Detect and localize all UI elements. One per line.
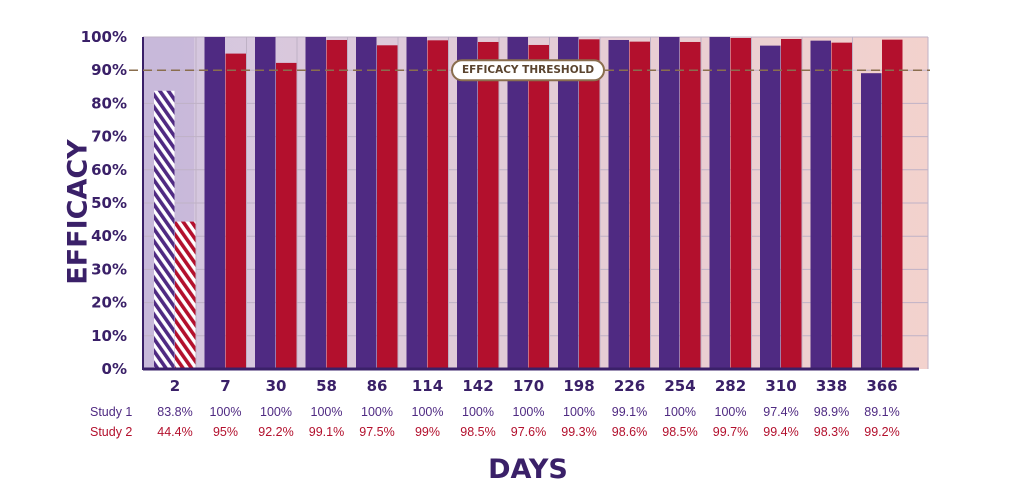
- bar-study-2-day-170: [528, 44, 549, 370]
- y-tick-labels: 0% 10% 20% 30% 40% 50% 60% 70% 80% 90% 100%: [81, 28, 127, 378]
- bar-study-1-day-282: [709, 37, 730, 369]
- value-study-1-day-282: 100%: [715, 405, 747, 419]
- x-tick-label-142: 142: [462, 377, 493, 395]
- bar-study-2-day-310: [781, 38, 802, 369]
- y-axis-title: EFFICACY: [63, 139, 94, 285]
- y-tick-label: 0%: [102, 360, 127, 378]
- value-study-1-day-30: 100%: [260, 405, 292, 419]
- bar-study-2-day-198: [579, 39, 600, 369]
- x-tick-label-2: 2: [170, 377, 180, 395]
- value-study-1-day-254: 100%: [664, 405, 696, 419]
- bar-study-1-day-142: [457, 37, 478, 369]
- value-study-1-day-170: 100%: [513, 405, 545, 419]
- bar-study-1-day-30: [255, 37, 276, 369]
- bar-study-2-day-366: [882, 39, 903, 369]
- y-tick-label: 20%: [91, 294, 127, 312]
- bar-study-1-day-170: [507, 37, 528, 369]
- value-study-2-day-2: 44.4%: [157, 425, 192, 439]
- bar-study-2-day-58: [326, 39, 347, 369]
- x-tick-label-338: 338: [816, 377, 847, 395]
- value-study-1-day-198: 100%: [563, 405, 595, 419]
- bar-study-1-day-338: [810, 40, 831, 369]
- bar-study-1-day-2: [154, 90, 175, 369]
- bar-study-2-day-30: [276, 62, 297, 370]
- x-tick-label-170: 170: [513, 377, 544, 395]
- value-study-2-day-86: 97.5%: [359, 425, 394, 439]
- y-tick-label: 10%: [91, 327, 127, 345]
- row-label-study-1: Study 1: [90, 405, 132, 419]
- value-study-2-day-254: 98.5%: [662, 425, 697, 439]
- x-tick-label-7: 7: [220, 377, 230, 395]
- value-study-2-day-142: 98.5%: [460, 425, 495, 439]
- value-study-1-day-2: 83.8%: [157, 405, 192, 419]
- x-tick-label-226: 226: [614, 377, 645, 395]
- bar-study-1-day-254: [659, 37, 680, 369]
- value-study-1-day-366: 89.1%: [864, 405, 899, 419]
- value-study-1-day-58: 100%: [311, 405, 343, 419]
- bar-study-2-day-254: [680, 41, 701, 369]
- value-study-1-day-142: 100%: [462, 405, 494, 419]
- bar-study-1-day-114: [406, 37, 427, 369]
- value-study-2-day-338: 98.3%: [814, 425, 849, 439]
- bar-study-2-day-282: [730, 37, 751, 369]
- bar-study-1-day-58: [305, 37, 326, 369]
- value-study-2-day-198: 99.3%: [561, 425, 596, 439]
- bar-study-2-day-86: [377, 45, 398, 370]
- bar-study-1-day-310: [760, 45, 781, 370]
- value-study-1-day-310: 97.4%: [763, 405, 798, 419]
- x-tick-label-86: 86: [367, 377, 388, 395]
- bar-study-2-day-338: [831, 42, 852, 369]
- x-tick-label-366: 366: [866, 377, 897, 395]
- x-tick-label-282: 282: [715, 377, 746, 395]
- threshold-label: EFFICACY THRESHOLD: [462, 64, 594, 76]
- value-study-2-day-30: 92.2%: [258, 425, 293, 439]
- bars: [154, 37, 903, 370]
- bar-study-2-day-7: [225, 53, 246, 369]
- bar-study-1-day-7: [204, 37, 225, 369]
- x-tick-label-198: 198: [563, 377, 594, 395]
- x-tick-label-310: 310: [765, 377, 796, 395]
- data-label-rows: 83.8% 100% 100% 100% 100% 100% 100% 100% 100% 99.…: [157, 405, 899, 439]
- x-tick-labels: 2 7 30 58 86 114 142 170 198 226 254 282 310 338 366: [170, 377, 898, 395]
- value-study-2-day-170: 97.6%: [511, 425, 546, 439]
- bar-study-2-day-2: [175, 221, 196, 369]
- value-study-1-day-226: 99.1%: [612, 405, 647, 419]
- bar-study-2-day-114: [427, 40, 448, 369]
- bar-study-2-day-226: [629, 41, 650, 369]
- y-tick-label: 70%: [91, 128, 127, 146]
- value-study-1-day-114: 100%: [412, 405, 444, 419]
- x-tick-label-114: 114: [412, 377, 443, 395]
- x-axis-title: DAYS: [488, 454, 568, 485]
- bar-study-1-day-86: [356, 37, 377, 369]
- value-study-1-day-86: 100%: [361, 405, 393, 419]
- y-tick-label: 100%: [81, 28, 127, 46]
- bar-study-1-day-366: [861, 73, 882, 370]
- value-study-2-day-226: 98.6%: [612, 425, 647, 439]
- value-study-2-day-58: 99.1%: [309, 425, 344, 439]
- y-tick-label: 90%: [91, 61, 127, 79]
- value-study-1-day-338: 98.9%: [814, 405, 849, 419]
- value-study-2-day-282: 99.7%: [713, 425, 748, 439]
- y-tick-label: 60%: [91, 161, 127, 179]
- value-study-1-day-7: 100%: [210, 405, 242, 419]
- value-study-2-day-310: 99.4%: [763, 425, 798, 439]
- y-tick-label: 40%: [91, 227, 127, 245]
- y-tick-label: 50%: [91, 194, 127, 212]
- value-study-2-day-7: 95%: [213, 425, 238, 439]
- bar-study-1-day-226: [608, 39, 629, 369]
- x-tick-label-254: 254: [664, 377, 695, 395]
- row-label-study-2: Study 2: [90, 425, 132, 439]
- threshold-label-box: [451, 59, 605, 82]
- bar-study-2-day-142: [478, 41, 499, 369]
- x-tick-label-58: 58: [316, 377, 337, 395]
- bar-study-1-day-198: [558, 37, 579, 369]
- y-tick-label: 80%: [91, 94, 127, 112]
- value-study-2-day-366: 99.2%: [864, 425, 899, 439]
- efficacy-threshold: EFFICACY THRESHOLD: [129, 59, 930, 82]
- y-tick-label: 30%: [91, 260, 127, 278]
- value-study-2-day-114: 99%: [415, 425, 440, 439]
- x-tick-label-30: 30: [266, 377, 287, 395]
